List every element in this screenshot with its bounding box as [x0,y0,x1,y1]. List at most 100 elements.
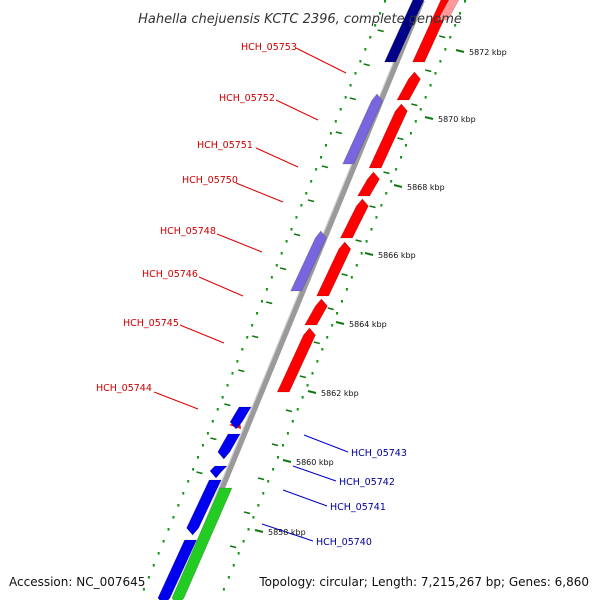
dotted-guide-dot [385,192,388,195]
gene-label: HCH_05746 [142,269,198,280]
forward-gene-arrow [368,103,408,169]
dotted-guide-dot [296,408,299,411]
dotted-guide-dot [246,336,249,339]
dotted-guide-dot [414,120,417,123]
dotted-guide-dot [390,180,393,183]
gene-label: HCH_05741 [330,502,386,513]
gene-label-leader [198,276,244,297]
forward-gene-arrow [437,0,460,21]
outer-gene-arrow [342,93,383,165]
minor-tick [355,239,362,243]
dotted-guide-dot [395,168,398,171]
minor-tick [363,63,370,67]
dotted-guide-dot [439,60,442,63]
dotted-guide-dot [369,36,372,39]
dotted-guide-dot [320,156,323,159]
dotted-guide-dot [221,396,224,399]
dotted-guide-dot [306,384,309,387]
minor-tick [411,103,418,107]
dotted-guide-dot [242,540,245,543]
dotted-guide-dot [454,24,457,27]
kbp-label: 5870 kbp [438,115,476,124]
minor-tick [229,545,237,549]
dotted-guide-dot [275,264,278,267]
dotted-guide-dot [152,564,155,567]
kbp-tick [254,529,264,533]
dotted-guide-dot [300,204,303,207]
topology-summary: Topology: circular; Length: 7,215,267 bp… [258,575,589,589]
reverse-gene-arrow [229,406,252,430]
kbp-label: 5858 kbp [268,528,306,537]
dotted-guide-dot [311,372,314,375]
gene-label-leader [179,324,225,344]
dotted-guide-dot [321,348,324,351]
gene-label-leader [235,182,284,203]
kbp-tick [393,184,403,188]
dotted-guide-dot [464,0,466,3]
kbp-tick [282,459,292,463]
gene-label-leader [153,391,199,410]
dotted-guide-dot [270,276,273,279]
forward-gene-arrow [276,327,316,393]
dotted-guide-dot [331,324,334,327]
kbp-label: 5860 kbp [296,458,334,467]
dotted-guide-dot [339,108,342,111]
minor-tick [243,511,251,515]
kbp-tick [455,49,465,53]
dotted-guide-dot [172,516,175,519]
minor-tick [335,131,343,135]
dotted-guide-dot [216,408,219,411]
gene-label: HCH_05748 [160,226,216,237]
dotted-guide-dot [350,276,353,279]
minor-tick [196,471,203,475]
minor-tick [377,29,384,33]
dotted-guide-dot [380,204,383,207]
dotted-guide-dot [305,192,308,195]
dotted-guide-dot [192,468,195,471]
dotted-guide-dot [222,588,225,591]
dotted-guide-dot [449,36,452,39]
gene-label: HCH_05751 [197,140,253,151]
dotted-guide-dot [280,252,283,255]
dotted-guide-dot [272,468,275,471]
dotted-guide-dot [206,432,209,435]
forward-gene-arrow [396,71,421,101]
gene-label-leader [216,233,263,253]
dotted-guide-dot [241,348,244,351]
kbp-label: 5872 kbp [469,48,507,57]
kbp-label: 5862 kbp [321,389,359,398]
reverse-gene-arrow [157,539,198,600]
minor-tick [425,69,432,73]
dotted-guide-dot [162,540,165,543]
dotted-guide-dot [409,132,412,135]
dotted-guide-dot [257,504,260,507]
dotted-guide-dot [251,324,254,327]
dotted-guide-dot [247,528,250,531]
map-title: Hahella chejuensis KCTC 2396, complete g… [138,12,462,27]
dotted-guide-dot [384,0,386,3]
dotted-guide-dot [379,12,382,15]
kbp-label: 5868 kbp [407,183,445,192]
kbp-label: 5864 kbp [349,320,387,329]
outer-gene-arrow [290,230,327,292]
dotted-guide-dot [374,24,377,27]
kbp-tick [364,252,374,256]
dotted-guide-dot [201,444,204,447]
minor-tick [224,403,231,407]
minor-tick [327,307,334,311]
dotted-guide-dot [265,288,268,291]
minor-tick [383,171,390,175]
dotted-guide-dot [286,432,289,435]
dotted-guide-dot [267,480,270,483]
dotted-guide-dot [365,240,368,243]
dotted-guide-dot [400,156,403,159]
dotted-guide-dot [419,108,422,111]
kbp-label: 5866 kbp [378,251,416,260]
minor-tick [439,35,446,39]
dotted-guide-dot [424,96,427,99]
dotted-guide-dot [370,228,373,231]
dotted-guide-dot [231,372,234,375]
gene-label-leader [292,465,337,482]
forward-gene-arrow [316,241,352,297]
